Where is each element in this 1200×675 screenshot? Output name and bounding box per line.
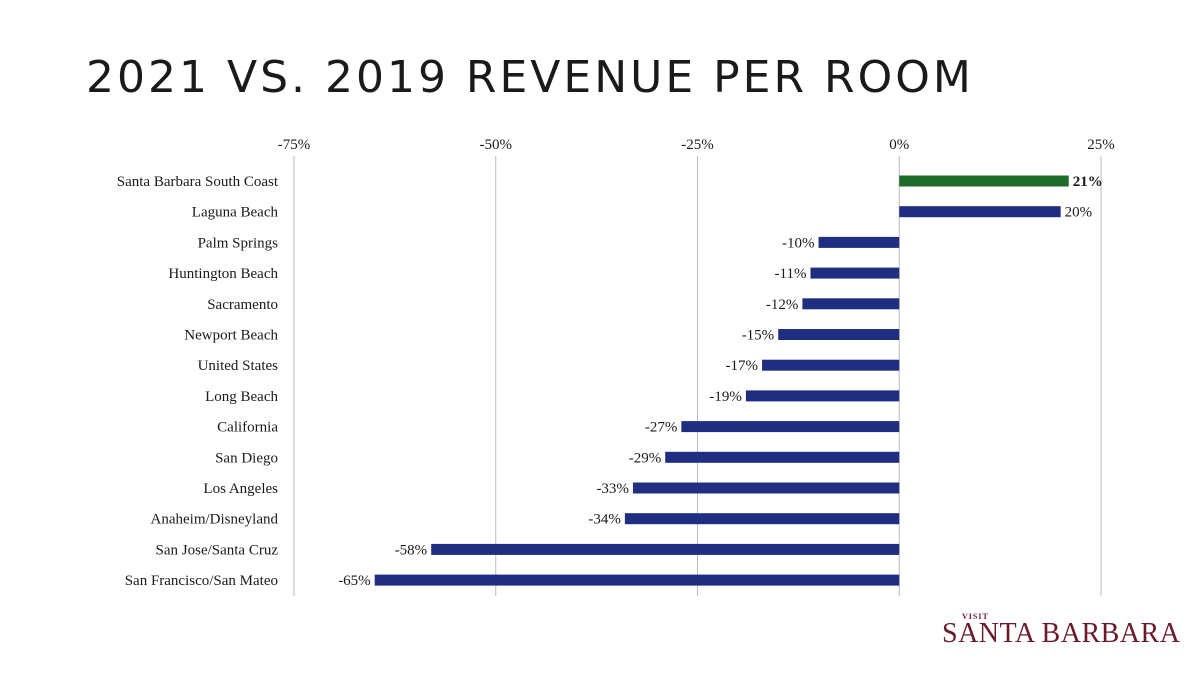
data-label: -33% <box>596 481 629 497</box>
logo-santa-barbara-text: SANTA BARBARA <box>942 618 1181 649</box>
revenue-bar-chart: -75% -50% -25% 0% 25% Santa Barbara South Coa… <box>117 137 1115 596</box>
x-tick-label: -50% <box>480 137 513 153</box>
bar <box>624 513 900 525</box>
bar <box>802 298 900 310</box>
data-label: -27% <box>645 420 678 436</box>
x-tick-label: 0% <box>889 137 909 153</box>
data-label: -11% <box>775 266 807 282</box>
bar <box>374 574 900 586</box>
bar <box>431 543 900 555</box>
data-label: -29% <box>629 450 662 466</box>
bar <box>899 175 1069 187</box>
bar <box>665 451 900 463</box>
data-label: -10% <box>782 235 815 251</box>
bar <box>762 359 900 371</box>
bar <box>899 206 1061 218</box>
data-label: -65% <box>338 573 371 589</box>
x-tick-label: 25% <box>1087 137 1115 153</box>
category-label: Huntington Beach <box>168 266 278 282</box>
data-label: -17% <box>726 358 759 374</box>
category-label: Sacramento <box>207 297 278 313</box>
bar <box>818 236 900 248</box>
category-label: Santa Barbara South Coast <box>117 174 279 190</box>
category-label: Long Beach <box>205 389 278 405</box>
category-label: Laguna Beach <box>192 205 279 221</box>
bar <box>810 267 900 279</box>
category-label: California <box>217 420 278 436</box>
category-label: San Francisco/San Mateo <box>125 573 278 589</box>
bar <box>745 390 900 402</box>
category-label: Palm Springs <box>198 235 279 251</box>
data-label: 20% <box>1065 205 1093 221</box>
category-label: San Jose/Santa Cruz <box>156 542 279 558</box>
category-label: United States <box>198 358 279 374</box>
data-label: 21% <box>1073 174 1103 190</box>
category-label: Los Angeles <box>203 481 278 497</box>
x-tick-label: -25% <box>681 137 714 153</box>
bar <box>778 329 900 340</box>
data-label: -15% <box>742 328 775 344</box>
category-label: San Diego <box>215 450 278 466</box>
x-tick-label: -75% <box>278 137 311 153</box>
data-label: -12% <box>766 297 799 313</box>
data-label: -58% <box>395 542 428 558</box>
data-label: -19% <box>709 389 742 405</box>
logo-visit-text: VISIT <box>962 612 989 621</box>
bar <box>632 482 900 494</box>
category-label: Newport Beach <box>184 328 278 344</box>
page-title: 2021 VS. 2019 REVENUE PER ROOM <box>86 52 974 103</box>
category-label: Anaheim/Disneyland <box>151 512 279 528</box>
data-label: -34% <box>588 512 621 528</box>
bar <box>681 421 900 433</box>
